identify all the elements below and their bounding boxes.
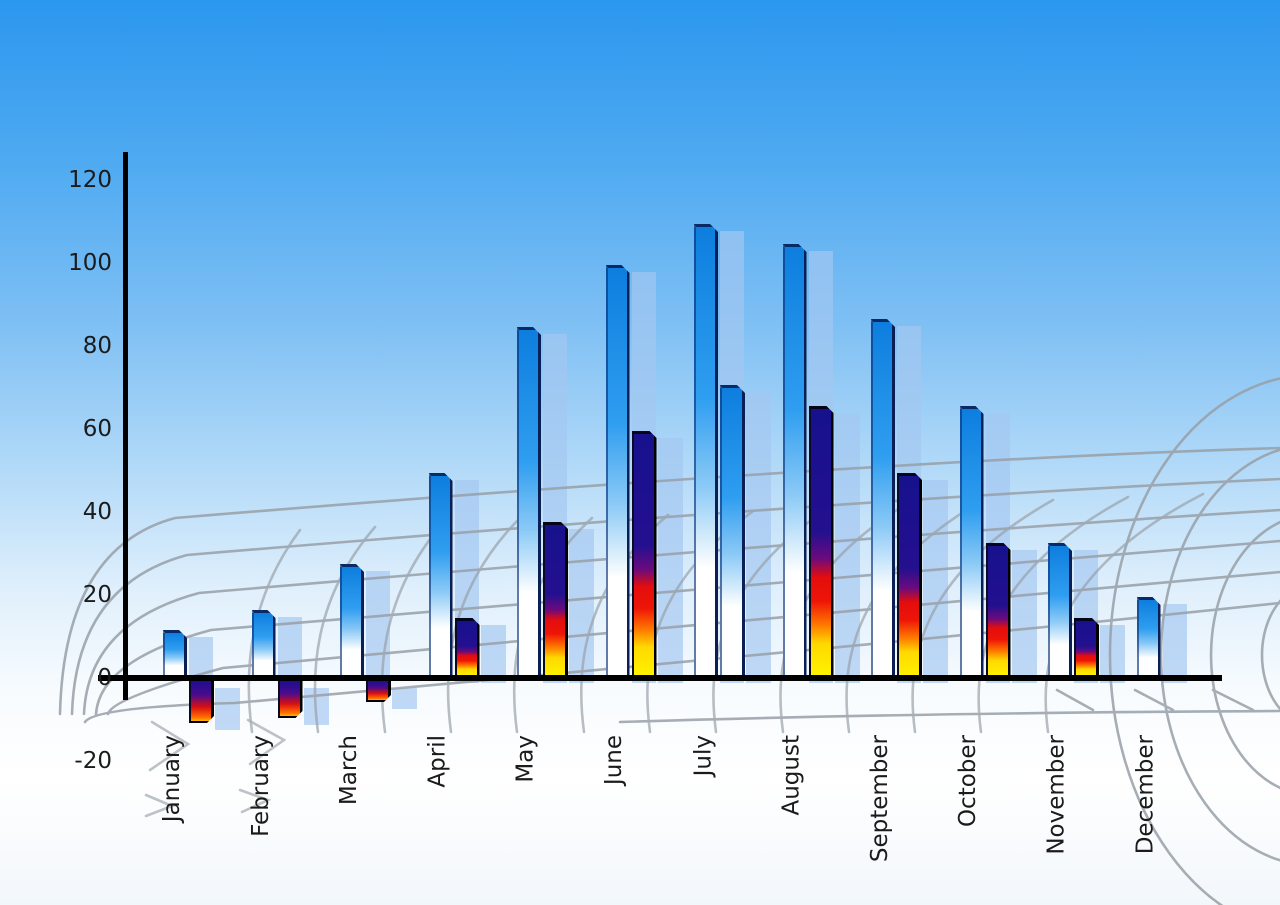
mesh-line: [1108, 377, 1280, 905]
y-tick-label--20: -20: [74, 748, 112, 774]
mesh-line: [911, 498, 1055, 734]
bar-october-primary: [960, 406, 984, 676]
x-axis-label-september: September: [867, 735, 893, 863]
bar-september-primary: [871, 319, 895, 676]
mesh-line: [1260, 599, 1280, 711]
mesh-line: [246, 718, 287, 766]
x-axis-label-october: October: [955, 735, 982, 828]
bar-december-primary: [1137, 597, 1161, 676]
bar-october-secondary: [986, 543, 1011, 676]
mesh-line: [313, 525, 377, 734]
bar-shadow-november-secondary: [1100, 625, 1125, 683]
bar-june-secondary: [632, 431, 657, 676]
y-tick-label-80: 80: [82, 333, 112, 359]
mesh-line: [845, 501, 980, 734]
bar-shadow-october-secondary: [1011, 550, 1037, 683]
mesh-line: [1159, 448, 1280, 862]
y-tick-label-60: 60: [82, 416, 112, 442]
mesh-line: [144, 793, 176, 818]
y-axis-line: [123, 152, 128, 700]
bar-january-secondary: [189, 681, 214, 723]
x-axis-line: [98, 675, 1222, 681]
bar-november-secondary: [1074, 618, 1099, 676]
bar-shadow-december-primary: [1162, 604, 1187, 683]
bar-shadow-july-secondary: [746, 392, 771, 683]
mesh-line: [1209, 520, 1280, 790]
x-axis-label-march: March: [336, 735, 362, 806]
bar-shadow-april-secondary: [480, 625, 506, 683]
mesh-line: [238, 788, 272, 814]
y-tick-label-0: 0: [97, 665, 112, 691]
x-axis-label-february: February: [247, 735, 274, 837]
bar-july-secondary: [720, 385, 745, 676]
mesh-line: [618, 709, 1280, 724]
bar-august-primary: [783, 244, 807, 676]
bar-shadow-may-secondary: [569, 529, 594, 683]
mesh-line: [1055, 688, 1095, 712]
x-axis-label-january: January: [159, 735, 185, 823]
bar-may-secondary: [543, 522, 568, 676]
bar-february-primary: [252, 610, 276, 676]
bar-shadow-february-primary: [277, 617, 302, 683]
mesh-line: [380, 522, 444, 734]
x-axis-label-july: July: [690, 735, 716, 777]
bar-april-secondary: [455, 618, 480, 676]
y-tick-label-120: 120: [68, 167, 112, 193]
bar-may-primary: [517, 327, 541, 676]
x-axis-label-november: November: [1044, 735, 1070, 855]
mesh-line: [1211, 688, 1255, 712]
bar-shadow-march-secondary: [392, 688, 417, 709]
mesh-line: [106, 570, 1280, 716]
y-tick-label-40: 40: [82, 499, 112, 525]
bar-july-primary: [694, 224, 718, 676]
bar-shadow-march-primary: [366, 571, 390, 683]
mesh-line: [70, 477, 1280, 716]
x-axis-label-may: May: [513, 735, 539, 783]
bar-august-secondary: [809, 406, 834, 676]
bar-november-primary: [1048, 543, 1072, 676]
bar-march-primary: [340, 564, 364, 676]
x-axis-label-june: June: [601, 735, 628, 786]
x-axis-label-december: December: [1132, 735, 1159, 855]
bar-march-secondary: [366, 681, 391, 702]
mesh-line: [148, 720, 191, 772]
bar-shadow-january-secondary: [215, 688, 240, 730]
bar-january-primary: [163, 630, 187, 676]
x-axis-label-april: April: [424, 735, 451, 788]
bar-april-primary: [429, 473, 453, 676]
y-tick-label-100: 100: [68, 250, 112, 276]
y-tick-label-20: 20: [82, 582, 112, 608]
mesh-line: [58, 446, 1280, 716]
bar-shadow-september-secondary: [923, 480, 948, 683]
bar-september-secondary: [897, 473, 922, 676]
x-axis-label-august: August: [778, 735, 805, 816]
bar-february-secondary: [278, 681, 303, 718]
bar-june-primary: [606, 265, 630, 676]
